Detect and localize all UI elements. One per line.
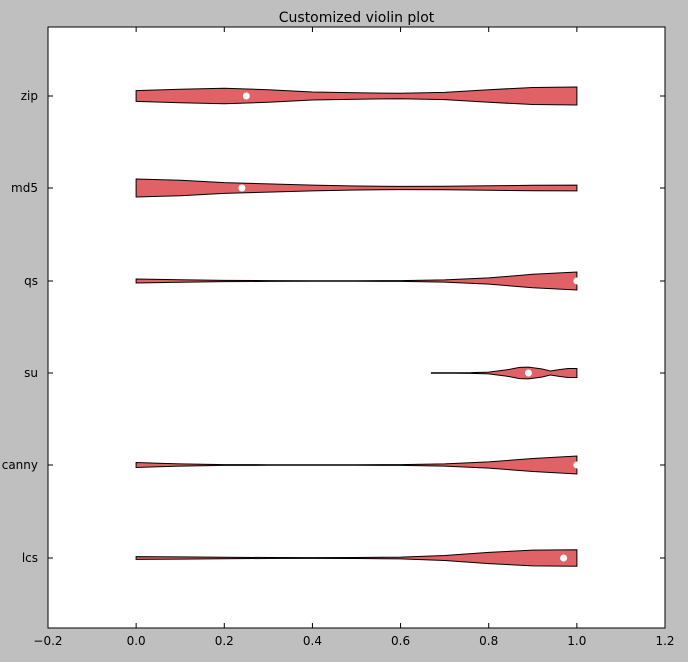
y-tick-label: su: [24, 366, 38, 380]
violin-lcs: [135, 549, 578, 567]
y-tick-label: qs: [24, 274, 38, 288]
violin-zip: [135, 86, 578, 106]
violin-su: [430, 366, 578, 380]
x-tick-label: −0.2: [33, 634, 62, 648]
violin-qs: [135, 271, 578, 291]
x-tick-label: 0.2: [215, 634, 234, 648]
median-marker-md5: [238, 184, 246, 192]
median-marker-qs: [573, 277, 581, 285]
plot-area: [47, 26, 666, 629]
violins-group: [135, 86, 581, 567]
y-axis: zip md5 qs su canny lcs: [2, 89, 665, 565]
median-marker-canny: [573, 461, 581, 469]
median-marker-zip: [242, 92, 250, 100]
median-marker-lcs: [560, 554, 568, 562]
chart-title: Customized violin plot: [279, 10, 435, 26]
violin-md5: [135, 178, 578, 198]
x-tick-label: 0.6: [391, 634, 410, 648]
y-tick-label: canny: [2, 458, 38, 472]
violin-canny: [135, 455, 578, 475]
x-tick-label: 0.8: [479, 634, 498, 648]
x-tick-label: 1.2: [655, 634, 674, 648]
x-tick-label: 0.0: [127, 634, 146, 648]
y-tick-label: zip: [21, 89, 38, 103]
x-tick-label: 0.4: [303, 634, 322, 648]
x-axis: −0.2 0.0 0.2 0.4 0.6 0.8 1.0 1.2: [33, 27, 675, 648]
median-marker-su: [524, 369, 532, 377]
y-tick-label: lcs: [22, 551, 38, 565]
y-tick-label: md5: [11, 181, 38, 195]
x-tick-label: 1.0: [567, 634, 586, 648]
